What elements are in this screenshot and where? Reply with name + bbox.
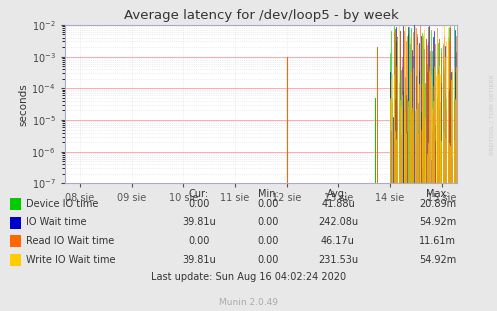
Text: 231.53u: 231.53u xyxy=(318,255,358,265)
Text: Min:: Min: xyxy=(258,189,279,199)
Text: 39.81u: 39.81u xyxy=(182,217,216,227)
Y-axis label: seconds: seconds xyxy=(18,83,29,126)
Text: 0.00: 0.00 xyxy=(257,255,279,265)
Text: RRDTOOL / TOBI OETIKER: RRDTOOL / TOBI OETIKER xyxy=(490,75,495,156)
Text: 0.00: 0.00 xyxy=(257,236,279,246)
Text: 11.61m: 11.61m xyxy=(419,236,456,246)
Text: 39.81u: 39.81u xyxy=(182,255,216,265)
Title: Average latency for /dev/loop5 - by week: Average latency for /dev/loop5 - by week xyxy=(124,9,398,22)
Text: Device IO time: Device IO time xyxy=(26,199,98,209)
Text: Cur:: Cur: xyxy=(189,189,209,199)
Text: 0.00: 0.00 xyxy=(188,236,210,246)
Text: 242.08u: 242.08u xyxy=(318,217,358,227)
Text: IO Wait time: IO Wait time xyxy=(26,217,86,227)
Text: 20.89m: 20.89m xyxy=(419,199,456,209)
Text: Avg:: Avg: xyxy=(328,189,348,199)
Text: 54.92m: 54.92m xyxy=(419,217,456,227)
Text: 0.00: 0.00 xyxy=(257,217,279,227)
Text: Max:: Max: xyxy=(425,189,449,199)
Text: 54.92m: 54.92m xyxy=(419,255,456,265)
Text: Munin 2.0.49: Munin 2.0.49 xyxy=(219,298,278,307)
Text: Write IO Wait time: Write IO Wait time xyxy=(26,255,115,265)
Text: Last update: Sun Aug 16 04:02:24 2020: Last update: Sun Aug 16 04:02:24 2020 xyxy=(151,272,346,282)
Text: Read IO Wait time: Read IO Wait time xyxy=(26,236,114,246)
Text: 0.00: 0.00 xyxy=(188,199,210,209)
Text: 41.88u: 41.88u xyxy=(321,199,355,209)
Text: 0.00: 0.00 xyxy=(257,199,279,209)
Text: 46.17u: 46.17u xyxy=(321,236,355,246)
